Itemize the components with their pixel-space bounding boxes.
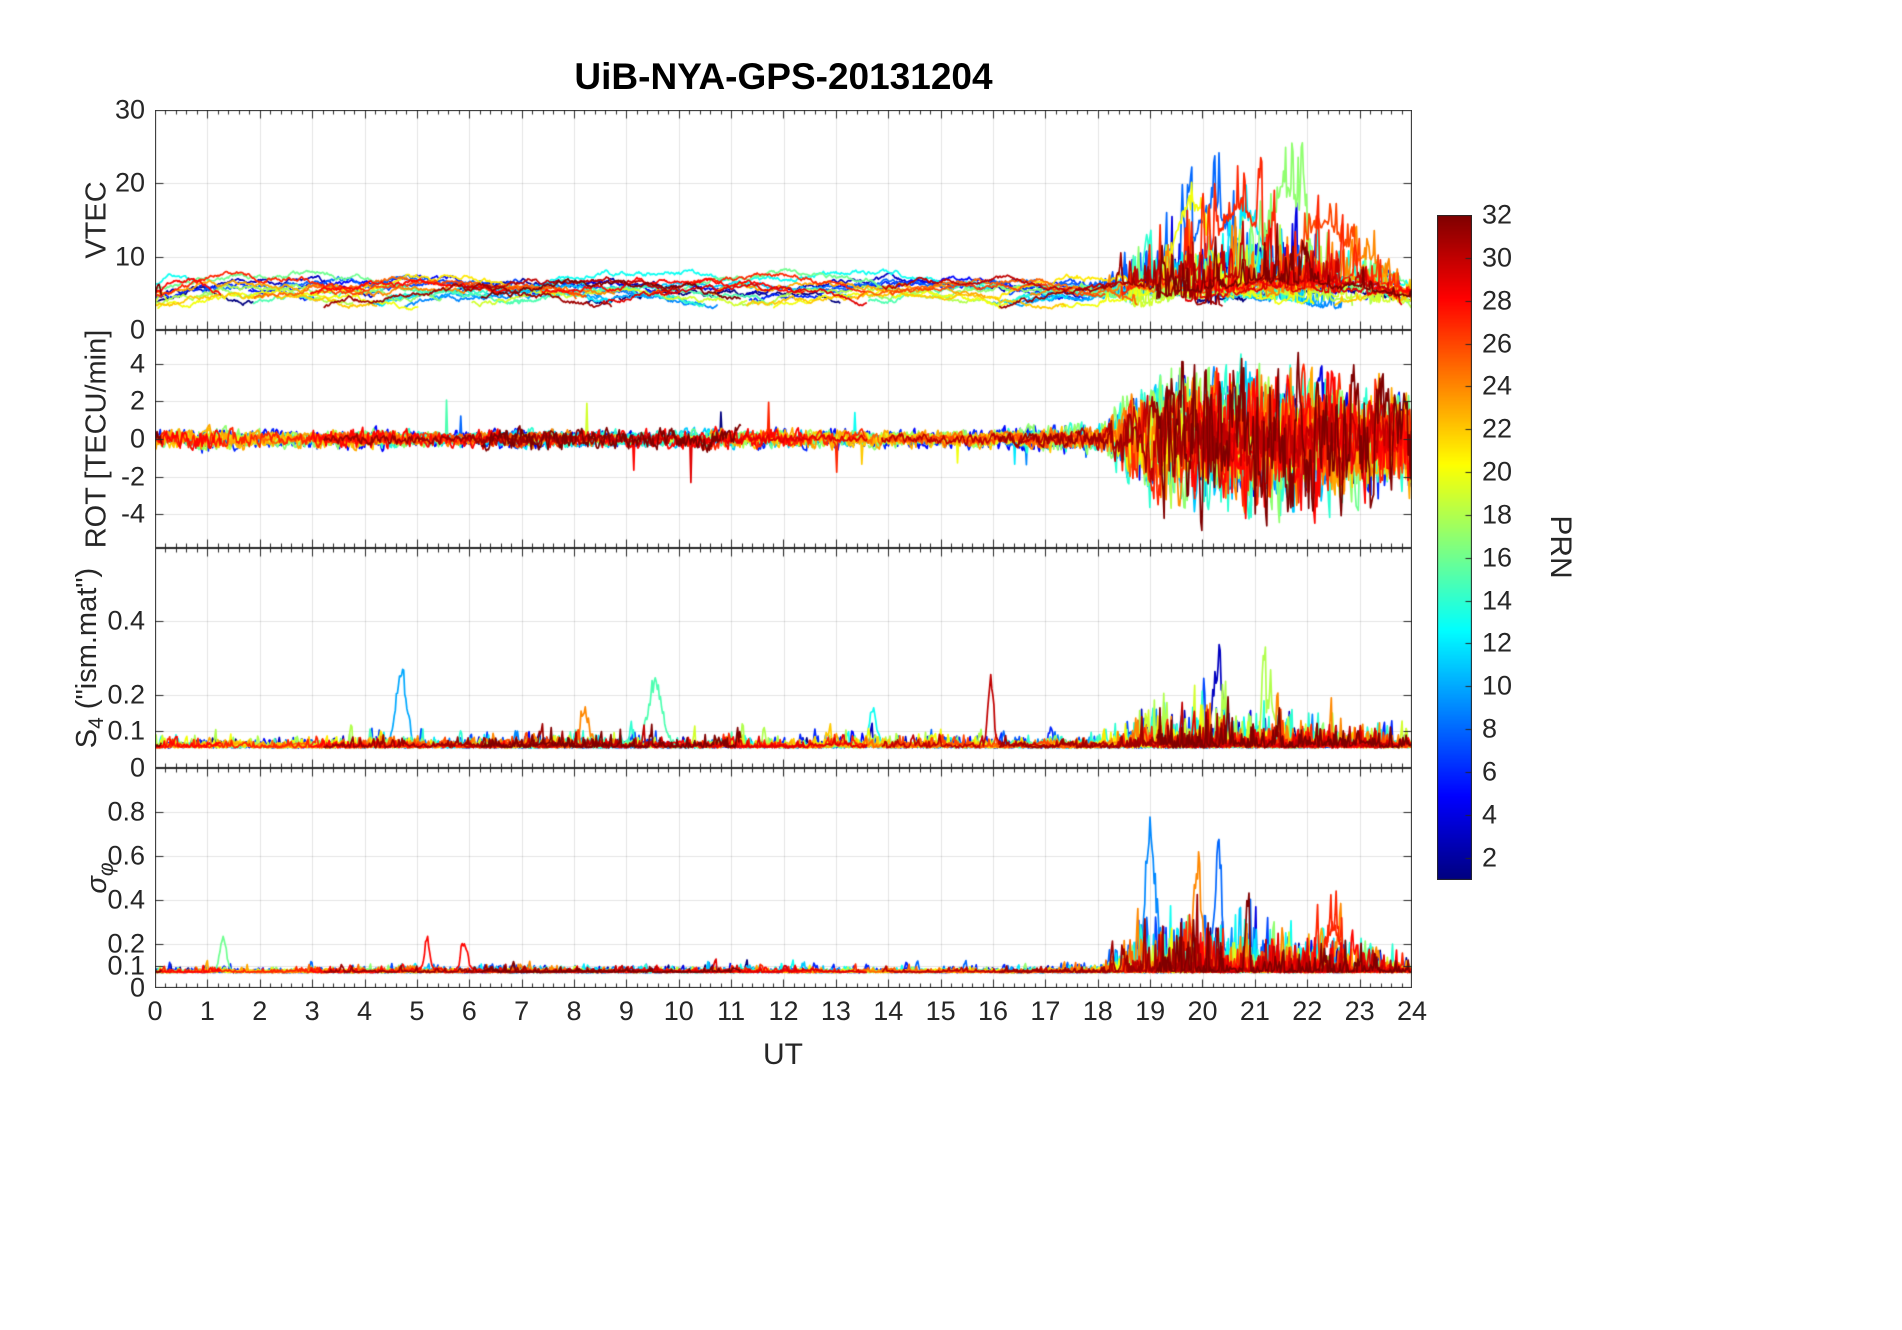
x-tick-label: 7 [514,996,530,1026]
x-tick-label: 20 [1187,996,1218,1026]
colorbar-tick-label: 30 [1482,242,1513,273]
colorbar-label: PRN [1544,515,1577,579]
x-tick-label: 12 [768,996,799,1026]
panel-canvas-0 [155,110,1412,330]
y-tick-label: 0 [129,972,145,1003]
colorbar [1437,215,1472,880]
colorbar-tick-label: 2 [1482,842,1498,873]
colorbar-tick-label: 6 [1482,756,1498,787]
colorbar-tick-label: 12 [1482,627,1513,658]
y-tick-label: 0.1 [107,950,145,981]
y-tick-label: -4 [120,498,145,529]
panel-s4 [155,548,1412,768]
panel-sigma-phi [155,768,1412,988]
x-tick-label: 19 [1135,996,1166,1026]
colorbar-tick-label: 8 [1482,713,1498,744]
colorbar-tick-label: 4 [1482,799,1498,830]
y-tick-label: 0.4 [107,605,145,636]
x-tick-label: 9 [618,996,634,1026]
colorbar-tick-label: 14 [1482,585,1513,616]
colorbar-canvas [1437,215,1472,880]
x-tick-label: 24 [1396,996,1428,1026]
y-tick-label: 0.2 [107,679,145,710]
x-tick-label: 6 [461,996,477,1026]
y-tick-label: 0.2 [107,928,145,959]
y-tick-label: 10 [114,241,145,272]
panel-rot [155,330,1412,548]
colorbar-tick-label: 32 [1482,199,1513,230]
colorbar-tick-label: 22 [1482,413,1513,444]
x-tick-label: 13 [820,996,851,1026]
colorbar-tick-label: 20 [1482,456,1513,487]
y-tick-label: 0 [129,752,145,783]
x-tick-label: 0 [147,996,163,1026]
y-tick-label: 0.8 [107,796,145,827]
x-tick-label: 11 [717,996,746,1026]
y-tick-label: 30 [114,94,145,125]
x-tick-label: 15 [925,996,956,1026]
y-tick-label: 20 [114,167,145,198]
x-tick-label: 4 [356,996,373,1026]
panel-canvas-1 [155,330,1412,548]
x-tick-label: 1 [199,996,215,1026]
panel-canvas-2 [155,548,1412,768]
y-tick-label: 0.1 [107,715,145,746]
x-tick-label: 10 [663,996,694,1026]
x-tick-label: 14 [873,996,904,1026]
x-tick-label: 16 [977,996,1009,1026]
panel-canvas-3 [155,768,1412,988]
x-tick-label: 5 [409,996,425,1026]
panel-vtec [155,110,1412,330]
y-tick-label: 0.4 [107,884,145,915]
x-tick-label: 21 [1239,996,1270,1026]
colorbar-tick-label: 10 [1482,670,1513,701]
y-tick-label: 4 [129,348,145,379]
colorbar-tick-label: 16 [1482,542,1513,573]
colorbar-tick-label: 26 [1482,328,1513,359]
colorbar-tick-label: 24 [1482,370,1513,401]
xlabel-ut: UT [763,1038,803,1071]
colorbar-tick-label: 28 [1482,285,1513,316]
y-tick-label: 0 [129,314,145,345]
x-tick-label: 8 [566,996,582,1026]
y-tick-label: 0 [129,423,145,454]
x-tick-label: 18 [1082,996,1113,1026]
x-tick-label: 2 [252,996,268,1026]
x-tick-label: 22 [1292,996,1323,1026]
y-tick-label: 0.6 [107,840,145,871]
y-tick-label: -2 [120,461,145,492]
colorbar-tick-label: 18 [1482,499,1513,530]
x-tick-label: 17 [1030,996,1061,1026]
x-tick-label: 23 [1344,996,1375,1026]
x-tick-label: 3 [304,996,320,1026]
chart-title: UiB-NYA-GPS-20131204 [574,56,993,97]
y-tick-label: 2 [129,385,145,416]
